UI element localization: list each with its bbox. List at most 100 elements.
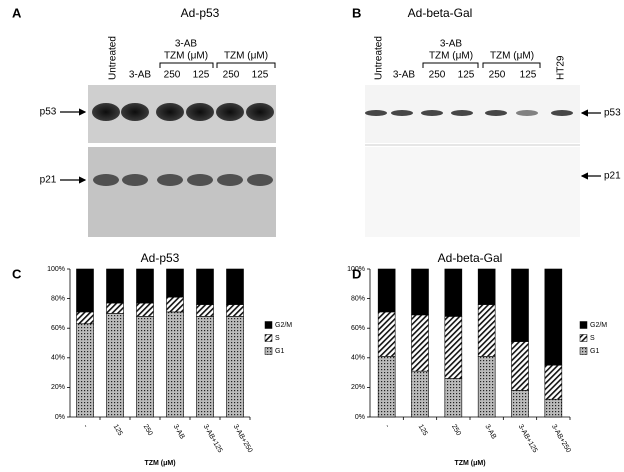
y-tick-label: 80% [351, 295, 365, 302]
lane-label: 125 [458, 70, 475, 81]
bar-segment [511, 390, 529, 418]
bar-segment [76, 323, 94, 418]
bar-segment [106, 268, 124, 304]
bar-segment [166, 268, 184, 298]
lane-label: 125 [252, 70, 269, 81]
lane-label: 250 [429, 70, 446, 81]
legend-label: S [590, 335, 595, 342]
panel-title: Ad-p53 [181, 6, 220, 20]
panel-letter: C [12, 266, 22, 281]
lane-label: 250 [489, 70, 506, 81]
bar-segment [136, 302, 154, 317]
panel-letter: D [352, 266, 361, 281]
bar-segment [76, 311, 94, 325]
blot-strip [88, 147, 276, 237]
bar-segment [226, 316, 244, 418]
band [157, 174, 183, 186]
legend-swatch [579, 321, 588, 329]
band [421, 110, 443, 116]
group-label: TZM (μM) [164, 51, 208, 62]
bar-segment [544, 398, 563, 418]
band [516, 110, 538, 116]
bar-segment [444, 378, 463, 418]
y-tick-label: 60% [51, 325, 65, 332]
bar-segment [226, 268, 244, 305]
band-label: p53 [604, 108, 621, 119]
legend-swatch [264, 347, 273, 355]
band-label: p21 [604, 171, 621, 182]
bar-segment [136, 268, 154, 304]
y-tick-label: 40% [51, 355, 65, 362]
y-tick-label: 80% [51, 295, 65, 302]
bar-segment [477, 268, 496, 305]
band [247, 174, 273, 186]
x-tick-label: 3-AB+125 [517, 423, 539, 454]
bar-segment [196, 268, 214, 305]
legend-label: G1 [275, 348, 284, 355]
bar-segment [477, 356, 496, 418]
band [121, 103, 149, 121]
legend-label: G1 [590, 348, 599, 355]
x-tick-label: - [82, 423, 90, 429]
legend-swatch [264, 321, 273, 329]
x-tick-label: 250 [142, 423, 154, 437]
bar-segment [196, 304, 214, 317]
lane-label: 250 [164, 70, 181, 81]
band [93, 174, 119, 186]
band [246, 103, 274, 121]
bracket [482, 62, 541, 68]
lane-label: 125 [193, 70, 210, 81]
lane-label: Untreated [374, 36, 385, 80]
bar-segment [166, 296, 184, 313]
x-tick-label: 3-AB [172, 423, 186, 440]
chart-title: Ad-beta-Gal [438, 251, 503, 265]
bar-segment [477, 304, 496, 357]
y-tick-label: 100% [347, 266, 365, 273]
band [485, 110, 507, 116]
band [156, 103, 184, 121]
lane-label: 3-AB [393, 70, 416, 81]
panel-letter: B [352, 5, 361, 20]
bar-segment [377, 311, 396, 357]
y-tick-label: 40% [351, 355, 365, 362]
x-axis-label: TZM (μM) [144, 460, 175, 467]
lane-label: 250 [223, 70, 240, 81]
bar-segment [444, 268, 463, 317]
bar-segment [544, 364, 563, 400]
x-tick-label: 125 [417, 423, 429, 437]
bar-segment [511, 268, 529, 342]
y-tick-label: 0% [355, 414, 365, 421]
band [451, 110, 473, 116]
bar-segment [106, 313, 124, 418]
bar-segment [136, 316, 154, 418]
bar-segment [511, 341, 529, 391]
lane-label: HT29 [556, 55, 567, 80]
x-axis-label: TZM (μM) [454, 460, 485, 467]
bracket [422, 62, 479, 68]
bar-segment [377, 268, 396, 313]
group-label: TZM (μM) [224, 51, 268, 62]
legend-swatch [264, 334, 273, 342]
band [365, 110, 387, 116]
bar-segment [544, 268, 563, 366]
x-tick-label: 3-AB+250 [232, 423, 254, 454]
legend-swatch [579, 334, 588, 342]
x-tick-label: - [383, 423, 391, 429]
legend-label: G2/M [590, 322, 607, 329]
legend-swatch [579, 347, 588, 355]
group-label: 3-AB [440, 39, 463, 50]
y-tick-label: 20% [351, 384, 365, 391]
band-label: p53 [40, 107, 57, 118]
lane-label: Untreated [108, 36, 119, 80]
band [186, 103, 214, 121]
bar-segment [76, 268, 94, 313]
x-tick-label: 125 [112, 423, 124, 437]
group-label: TZM (μM) [490, 51, 534, 62]
x-tick-label: 3-AB+250 [550, 423, 572, 454]
group-label: TZM (μM) [429, 51, 473, 62]
bar-segment [166, 311, 184, 418]
group-label: 3-AB [175, 39, 198, 50]
bar-segment [106, 302, 124, 314]
